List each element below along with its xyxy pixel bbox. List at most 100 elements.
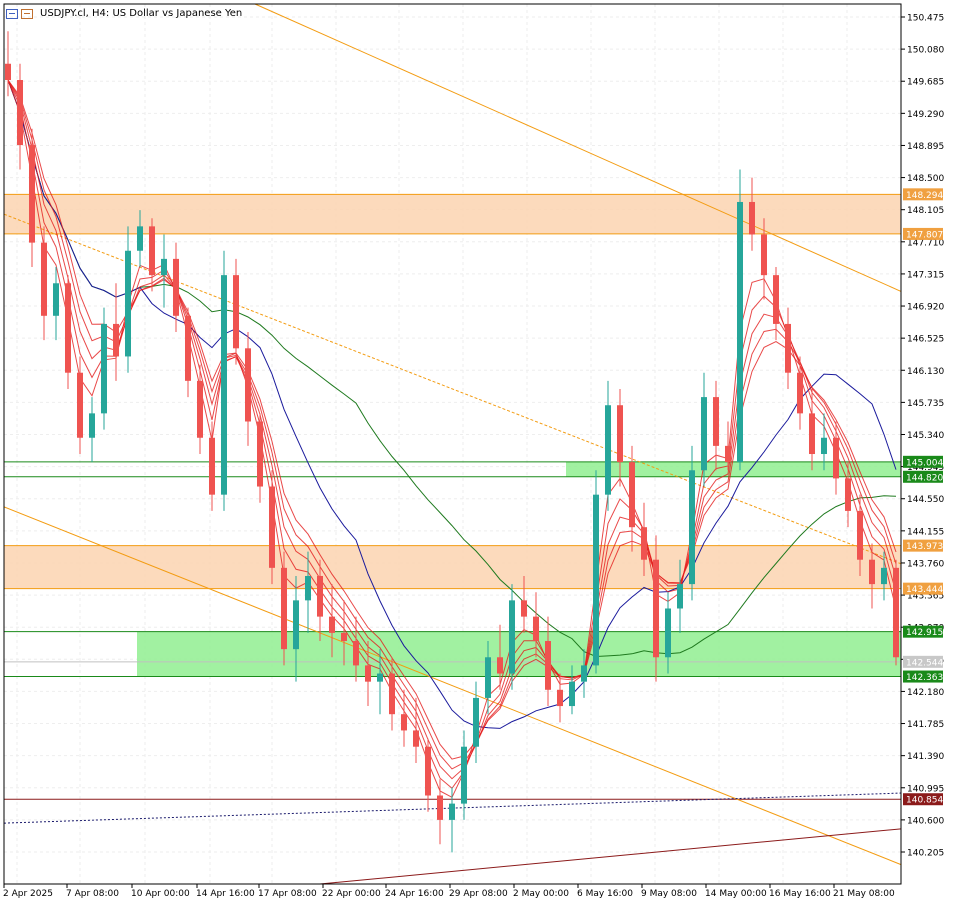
time-tick-label: 2 May 00:00 (513, 889, 569, 899)
level-price-label[interactable]: 144.820 (906, 473, 943, 483)
channel-lower-trendline[interactable] (3, 506, 902, 866)
price-tick-label: 143.365 (907, 592, 944, 602)
time-tick-label: 16 May 16:00 (769, 889, 831, 899)
candle-body (581, 665, 587, 682)
price-tick-label: 147.710 (907, 238, 944, 248)
candle-body (497, 657, 503, 674)
candle-body (5, 63, 11, 81)
candle-body (401, 714, 407, 731)
level-price-label-bg (903, 539, 943, 552)
rising-trendline[interactable] (319, 828, 902, 885)
candle-body (233, 275, 239, 349)
time-tick-label: 7 Apr 08:00 (66, 889, 119, 899)
candle-body (461, 746, 467, 804)
level-price-label-bg (903, 227, 943, 240)
candle-body (209, 437, 215, 495)
price-axis[interactable]: 150.475 150.080 149.685 149.290 148.895 148.5… (901, 14, 944, 859)
candle-body (845, 478, 851, 511)
level-price-label-bg (903, 625, 943, 638)
candle-body (293, 600, 299, 650)
candle-body (629, 462, 635, 528)
candle-body (437, 795, 443, 820)
price-tick-label: 146.920 (907, 303, 944, 313)
level-price-label-bg (903, 670, 943, 683)
candle-body (389, 673, 395, 715)
level-price-label[interactable]: 143.444 (906, 585, 943, 595)
time-tick-label: 6 May 16:00 (577, 889, 633, 899)
candle-body (833, 437, 839, 479)
time-tick-label: 14 May 00:00 (705, 889, 767, 899)
candle-body (449, 803, 455, 820)
candle-body (29, 145, 35, 243)
candle-body (821, 437, 827, 455)
candle-body (605, 405, 611, 495)
candle-body (329, 616, 335, 633)
chart-frame (3, 3, 902, 885)
candle-body (533, 616, 539, 642)
candle-body (617, 405, 623, 463)
candle-body (281, 567, 287, 650)
price-tick-label: 144.550 (907, 495, 944, 505)
price-tick-label: 140.995 (907, 784, 944, 794)
candle-body (737, 201, 743, 463)
price-tick-label: 145.735 (907, 399, 944, 409)
level-price-label-bg (903, 188, 943, 201)
candle-body (173, 258, 179, 316)
level-price-label-bg (903, 582, 943, 595)
price-tick-label: 142.180 (907, 688, 944, 698)
candle-body (413, 730, 419, 747)
candle-body (125, 250, 131, 357)
candle-body (689, 470, 695, 585)
chart-title-bar: USDJPY.cl, H4: US Dollar vs Japanese Yen (6, 8, 242, 19)
candle-body (257, 421, 263, 487)
time-tick-label: 2 Apr 2025 (3, 889, 53, 899)
candle-body (653, 559, 659, 658)
level-price-label-bg (903, 470, 943, 483)
level-price-label[interactable]: 140.854 (906, 796, 943, 806)
price-tick-label: 150.080 (907, 46, 944, 56)
price-tick-label: 143.760 (907, 559, 944, 569)
level-price-label[interactable]: 147.807 (906, 230, 943, 240)
level-price-label[interactable]: 143.973 (906, 542, 943, 552)
price-tick-label: 148.895 (907, 142, 944, 152)
candle-body (365, 665, 371, 682)
candle-body (137, 226, 143, 251)
candle-body (113, 323, 119, 357)
level-price-label-bg (903, 455, 943, 468)
level-price-label-bg (903, 655, 943, 668)
price-tick-label: 150.475 (907, 14, 944, 24)
candle-body (761, 234, 767, 276)
time-axis[interactable]: 2 Apr 2025 7 Apr 08:00 10 Apr 00:00 14 Apr … (3, 884, 895, 899)
candle-body (353, 641, 359, 666)
candle-body (785, 323, 791, 373)
level-price-label[interactable]: 145.004 (906, 458, 943, 468)
candle-body (641, 527, 647, 560)
candle-body (53, 283, 59, 316)
candle-body (809, 413, 815, 455)
resistance-trendline[interactable] (254, 3, 902, 292)
price-tick-label: 141.390 (907, 752, 944, 762)
candle-body (305, 575, 311, 601)
time-tick-label: 14 Apr 16:00 (196, 889, 255, 899)
level-price-label[interactable]: 142.544 (906, 658, 943, 668)
candle-body (869, 559, 875, 585)
candle-body (701, 397, 707, 471)
candle-body (197, 380, 203, 438)
candle-body (713, 397, 719, 446)
candle-body (185, 315, 191, 381)
level-price-label[interactable]: 142.915 (906, 628, 943, 638)
time-tick-label: 24 Apr 16:00 (385, 889, 444, 899)
ma-ribbon-line (7, 79, 897, 770)
candle-body (773, 275, 779, 324)
ma-blue-line (7, 79, 897, 729)
price-tick-label: 149.290 (907, 110, 944, 120)
level-price-label[interactable]: 142.363 (906, 673, 943, 683)
candle-body (473, 697, 479, 747)
time-tick-label: 10 Apr 00:00 (131, 889, 190, 899)
trendlines[interactable] (3, 3, 902, 885)
candle-body (17, 80, 23, 146)
level-price-label[interactable]: 148.294 (906, 191, 943, 201)
ma-ribbon-line (7, 79, 897, 798)
